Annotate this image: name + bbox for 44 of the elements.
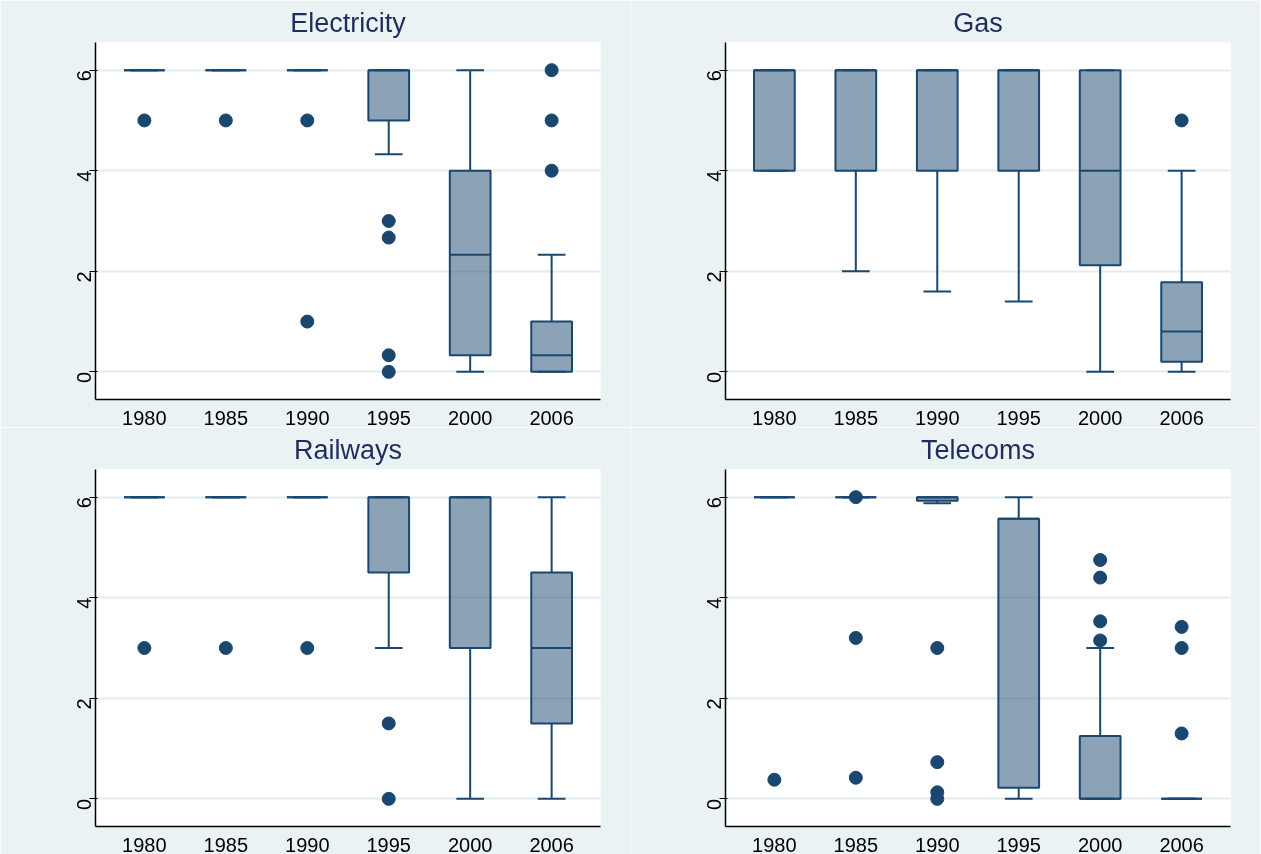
y-tick-label: 0 bbox=[73, 798, 96, 810]
chart-title: Gas bbox=[953, 7, 1003, 38]
x-tick-label: 1995 bbox=[996, 406, 1041, 429]
y-tick-label: 0 bbox=[73, 371, 96, 383]
x-tick-label: 2000 bbox=[1077, 406, 1123, 429]
x-tick-label: 1990 bbox=[285, 833, 330, 854]
x-tick-label: 1980 bbox=[752, 406, 797, 429]
x-tick-label: 1995 bbox=[366, 406, 411, 429]
y-tick-label: 0 bbox=[703, 798, 726, 810]
y-tick-label: 2 bbox=[703, 698, 726, 710]
x-tick-label: 1980 bbox=[122, 406, 167, 429]
y-tick-label: 4 bbox=[73, 170, 96, 182]
y-tick-label: 2 bbox=[73, 271, 96, 283]
x-tick-label: 1980 bbox=[122, 833, 167, 854]
y-tick-label: 6 bbox=[73, 70, 96, 82]
x-tick-label: 1990 bbox=[285, 406, 330, 429]
chart-title: Electricity bbox=[290, 7, 407, 38]
x-tick-label: 2006 bbox=[1159, 406, 1204, 429]
chart-title: Railways bbox=[293, 434, 403, 465]
x-tick-label: 1995 bbox=[996, 833, 1041, 854]
x-tick-label: 1985 bbox=[833, 406, 879, 429]
x-tick-label: 1990 bbox=[915, 406, 960, 429]
chart-title: Telecoms bbox=[920, 434, 1036, 465]
y-tick-label: 6 bbox=[73, 497, 96, 509]
x-tick-label: 2006 bbox=[529, 833, 574, 854]
y-tick-label: 6 bbox=[703, 497, 726, 509]
x-tick-label: 1985 bbox=[203, 406, 249, 429]
y-tick-label: 4 bbox=[73, 597, 96, 609]
x-tick-label: 2000 bbox=[447, 833, 493, 854]
x-tick-label: 2000 bbox=[1077, 833, 1123, 854]
x-tick-label: 2000 bbox=[447, 406, 493, 429]
y-tick-label: 2 bbox=[703, 271, 726, 283]
x-tick-label: 1985 bbox=[833, 833, 879, 854]
y-tick-label: 4 bbox=[703, 597, 726, 609]
y-tick-label: 0 bbox=[703, 371, 726, 383]
y-tick-label: 4 bbox=[703, 170, 726, 182]
x-tick-label: 2006 bbox=[529, 406, 574, 429]
x-tick-label: 1985 bbox=[203, 833, 249, 854]
x-tick-label: 2006 bbox=[1159, 833, 1204, 854]
y-tick-label: 6 bbox=[703, 70, 726, 82]
x-tick-label: 1995 bbox=[366, 833, 411, 854]
x-tick-label: 1980 bbox=[752, 833, 797, 854]
x-tick-label: 1990 bbox=[915, 833, 960, 854]
y-tick-label: 2 bbox=[73, 698, 96, 710]
